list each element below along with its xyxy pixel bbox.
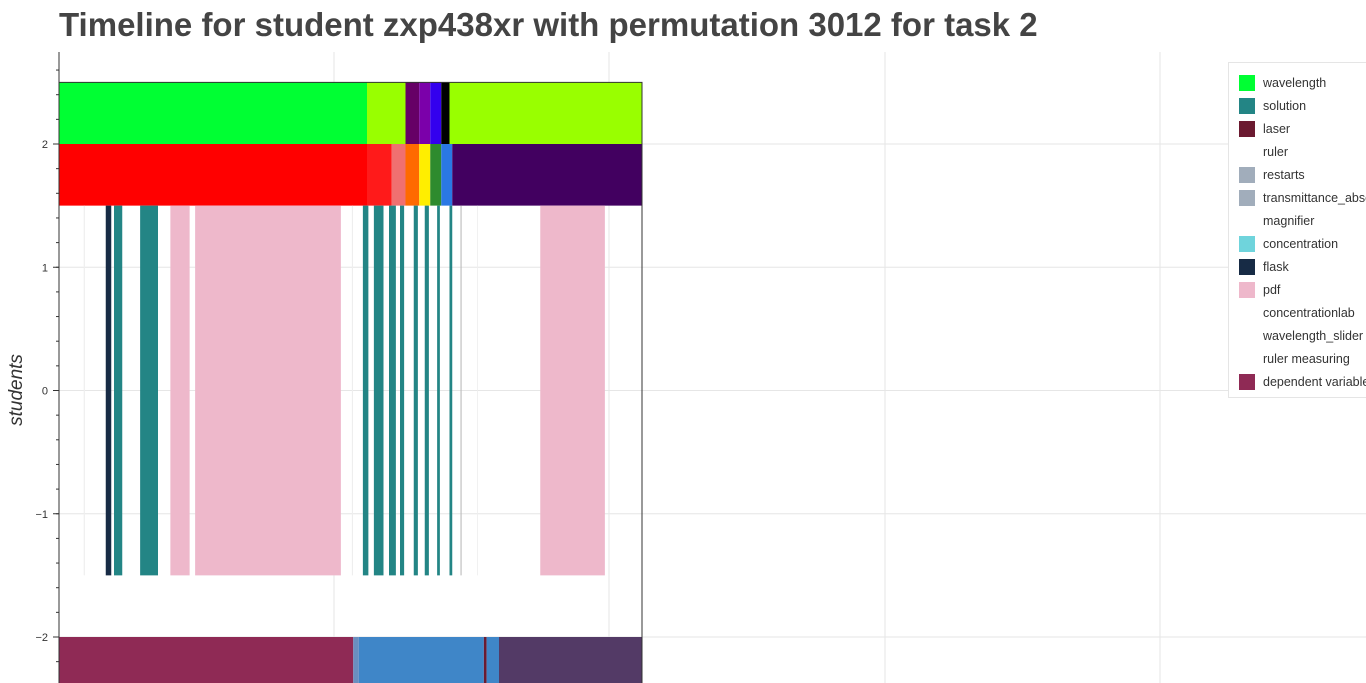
- legend-item[interactable]: ruler measuring: [1239, 347, 1366, 370]
- legend-item[interactable]: flask: [1239, 255, 1366, 278]
- bottom-band-segment[interactable]: [486, 637, 499, 683]
- legend-swatch: [1239, 120, 1255, 137]
- legend-item[interactable]: laser: [1239, 117, 1366, 140]
- y-tick-label: −2: [35, 632, 48, 644]
- event-bar[interactable]: [413, 205, 418, 576]
- bottom-band-segment[interactable]: [358, 637, 484, 683]
- y-tick-label: 2: [42, 139, 48, 151]
- legend-swatch: [1239, 235, 1255, 252]
- event-bar[interactable]: [373, 205, 384, 576]
- event-bar[interactable]: [389, 205, 396, 576]
- bottom-band-segment[interactable]: [483, 637, 487, 683]
- second-band-segment[interactable]: [391, 144, 406, 206]
- y-tick-label: 1: [42, 262, 48, 274]
- legend-item[interactable]: dependent variable: [1239, 370, 1366, 393]
- legend-label: dependent variable: [1263, 374, 1366, 389]
- second-band-segment[interactable]: [367, 144, 392, 206]
- legend-item[interactable]: concentrationlab: [1239, 301, 1366, 324]
- event-bar[interactable]: [477, 205, 478, 576]
- legend[interactable]: wavelength solution laser ruler restarts tran…: [1228, 62, 1366, 398]
- legend-swatch: [1239, 373, 1255, 390]
- legend-label: concentrationlab: [1263, 305, 1355, 320]
- legend-swatch: [1239, 350, 1255, 367]
- bottom-band-segment[interactable]: [499, 637, 642, 683]
- event-bar[interactable]: [424, 205, 429, 576]
- event-bar[interactable]: [105, 205, 112, 576]
- legend-label: ruler measuring: [1263, 351, 1350, 366]
- legend-swatch: [1239, 189, 1255, 206]
- event-bar[interactable]: [460, 205, 462, 576]
- legend-swatch: [1239, 97, 1255, 114]
- legend-label: laser: [1263, 121, 1291, 136]
- legend-item[interactable]: restarts: [1239, 163, 1366, 186]
- y-axis: 2 1 0 −1 −2: [35, 52, 60, 683]
- event-bar[interactable]: [351, 205, 353, 576]
- legend-label: transmittance_absorbance: [1263, 190, 1366, 205]
- y-tick-label: −1: [35, 509, 48, 521]
- y-tick-label: 0: [42, 386, 48, 398]
- top-band-segment[interactable]: [419, 82, 431, 144]
- legend-swatch: [1239, 258, 1255, 275]
- legend-swatch: [1239, 281, 1255, 298]
- legend-item[interactable]: wavelength_slider: [1239, 324, 1366, 347]
- legend-label: ruler: [1263, 144, 1289, 159]
- event-bar[interactable]: [140, 205, 158, 576]
- legend-swatch: [1239, 143, 1255, 160]
- event-bar[interactable]: [437, 205, 440, 576]
- legend-label: wavelength_slider: [1263, 328, 1364, 343]
- legend-label: concentration: [1263, 236, 1339, 251]
- second-band-segment[interactable]: [59, 144, 367, 206]
- legend-label: wavelength: [1263, 75, 1327, 90]
- top-band-segment[interactable]: [449, 82, 643, 144]
- event-bar[interactable]: [400, 205, 405, 576]
- legend-label: magnifier: [1263, 213, 1315, 228]
- top-band-segment[interactable]: [405, 82, 420, 144]
- legend-item[interactable]: ruler: [1239, 140, 1366, 163]
- legend-label: flask: [1263, 259, 1289, 274]
- top-band-segment[interactable]: [430, 82, 442, 144]
- legend-item[interactable]: transmittance_absorbance: [1239, 186, 1366, 209]
- top-band-segment[interactable]: [367, 82, 406, 144]
- event-bar[interactable]: [362, 205, 369, 576]
- event-bar[interactable]: [449, 205, 453, 576]
- timeline-bands: [58, 81, 643, 683]
- event-bar[interactable]: [83, 205, 85, 576]
- data-extent-outline: [58, 81, 643, 683]
- top-band-segment[interactable]: [441, 82, 450, 144]
- bottom-band-segment[interactable]: [59, 637, 354, 683]
- timeline-events: [83, 205, 605, 576]
- second-band-segment[interactable]: [441, 144, 453, 206]
- legend-label: solution: [1263, 98, 1307, 113]
- second-band-segment[interactable]: [452, 144, 642, 206]
- legend-item[interactable]: magnifier: [1239, 209, 1366, 232]
- legend-swatch: [1239, 327, 1255, 344]
- legend-swatch: [1239, 166, 1255, 183]
- legend-label: restarts: [1263, 167, 1305, 182]
- legend-item[interactable]: pdf: [1239, 278, 1366, 301]
- second-band-segment[interactable]: [405, 144, 420, 206]
- legend-item[interactable]: wavelength: [1239, 71, 1366, 94]
- legend-item[interactable]: solution: [1239, 94, 1366, 117]
- second-band-segment[interactable]: [430, 144, 442, 206]
- second-band-segment[interactable]: [419, 144, 431, 206]
- top-band-segment[interactable]: [59, 82, 367, 144]
- legend-swatch: [1239, 74, 1255, 91]
- legend-item[interactable]: concentration: [1239, 232, 1366, 255]
- legend-swatch: [1239, 304, 1255, 321]
- event-bar[interactable]: [170, 205, 190, 576]
- bottom-band-segment[interactable]: [353, 637, 359, 683]
- event-bar[interactable]: [540, 205, 605, 576]
- legend-swatch: [1239, 212, 1255, 229]
- legend-label: pdf: [1263, 282, 1281, 297]
- event-bar[interactable]: [114, 205, 123, 576]
- event-bar[interactable]: [195, 205, 341, 576]
- chart-title: Timeline for student zxp438xr with permu…: [59, 6, 1038, 43]
- y-axis-label: students: [6, 354, 27, 426]
